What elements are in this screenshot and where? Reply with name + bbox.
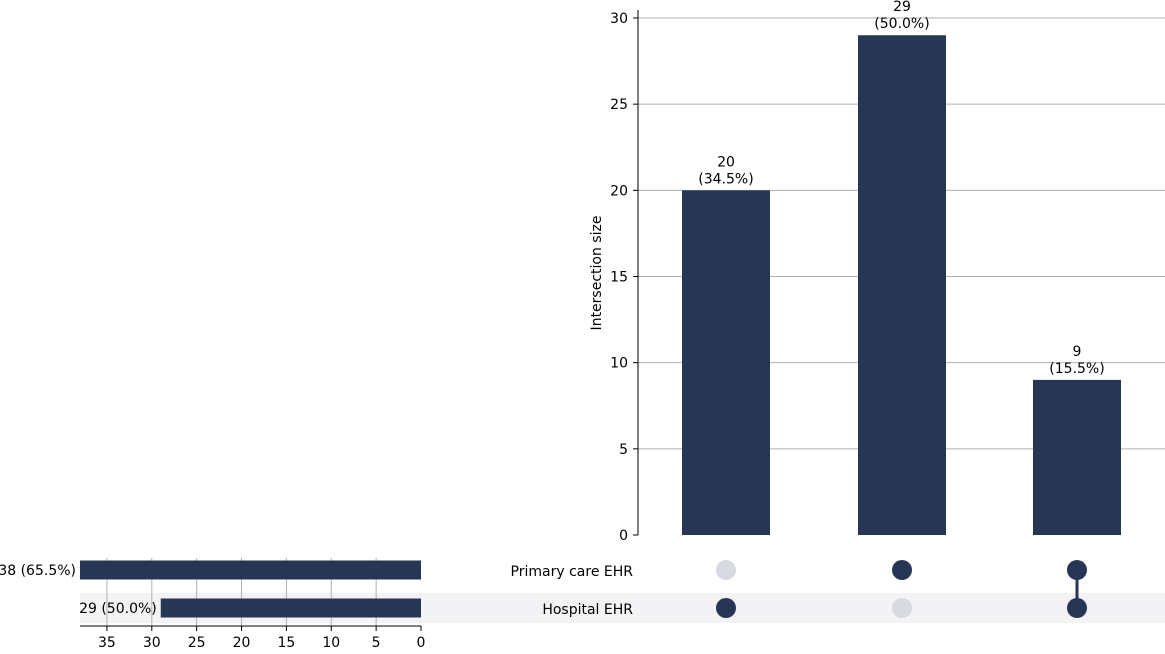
- matrix-dot-inactive: [892, 598, 912, 618]
- y-tick-label: 10: [610, 356, 628, 372]
- set-name-label: Hospital EHR: [542, 602, 633, 618]
- intersection-bar: [858, 35, 946, 535]
- matrix-dot-active: [716, 598, 736, 618]
- y-tick-label: 0: [619, 528, 628, 544]
- set-size-bar: [160, 598, 421, 618]
- set-size-tick-label: 15: [277, 635, 295, 650]
- matrix-dot-active: [1067, 598, 1087, 618]
- y-tick-label: 20: [610, 183, 628, 199]
- y-tick-label: 25: [610, 97, 628, 113]
- intersection-percent-label: (34.5%): [698, 171, 753, 187]
- set-name-label: Primary care EHR: [511, 564, 634, 580]
- intersection-count-label: 29: [893, 0, 911, 15]
- y-tick-label: 5: [619, 442, 628, 458]
- set-size-bar: [80, 560, 421, 580]
- set-size-tick-label: 10: [322, 635, 340, 650]
- y-axis-label: Intersection size: [589, 216, 605, 331]
- set-size-label: 29 (50.0%): [79, 601, 157, 617]
- matrix-dot-active: [1067, 560, 1087, 580]
- intersection-bar: [682, 190, 770, 536]
- set-size-tick-label: 35: [98, 635, 116, 650]
- intersection-count-label: 20: [717, 154, 735, 170]
- intersection-percent-label: (15.5%): [1049, 361, 1104, 377]
- y-tick-label: 15: [610, 270, 628, 286]
- matrix-dot-active: [892, 560, 912, 580]
- y-tick-label: 30: [610, 11, 628, 27]
- intersection-count-label: 9: [1073, 344, 1082, 360]
- intersection-bar: [1033, 379, 1121, 535]
- set-size-label: 38 (65.5%): [0, 563, 76, 579]
- set-size-tick-label: 30: [143, 635, 161, 650]
- matrix-dot-inactive: [716, 560, 736, 580]
- intersection-percent-label: (50.0%): [874, 16, 929, 32]
- set-size-tick-label: 20: [233, 635, 251, 650]
- set-size-tick-label: 0: [417, 635, 426, 650]
- set-size-tick-label: 5: [372, 635, 381, 650]
- set-size-tick-label: 25: [188, 635, 206, 650]
